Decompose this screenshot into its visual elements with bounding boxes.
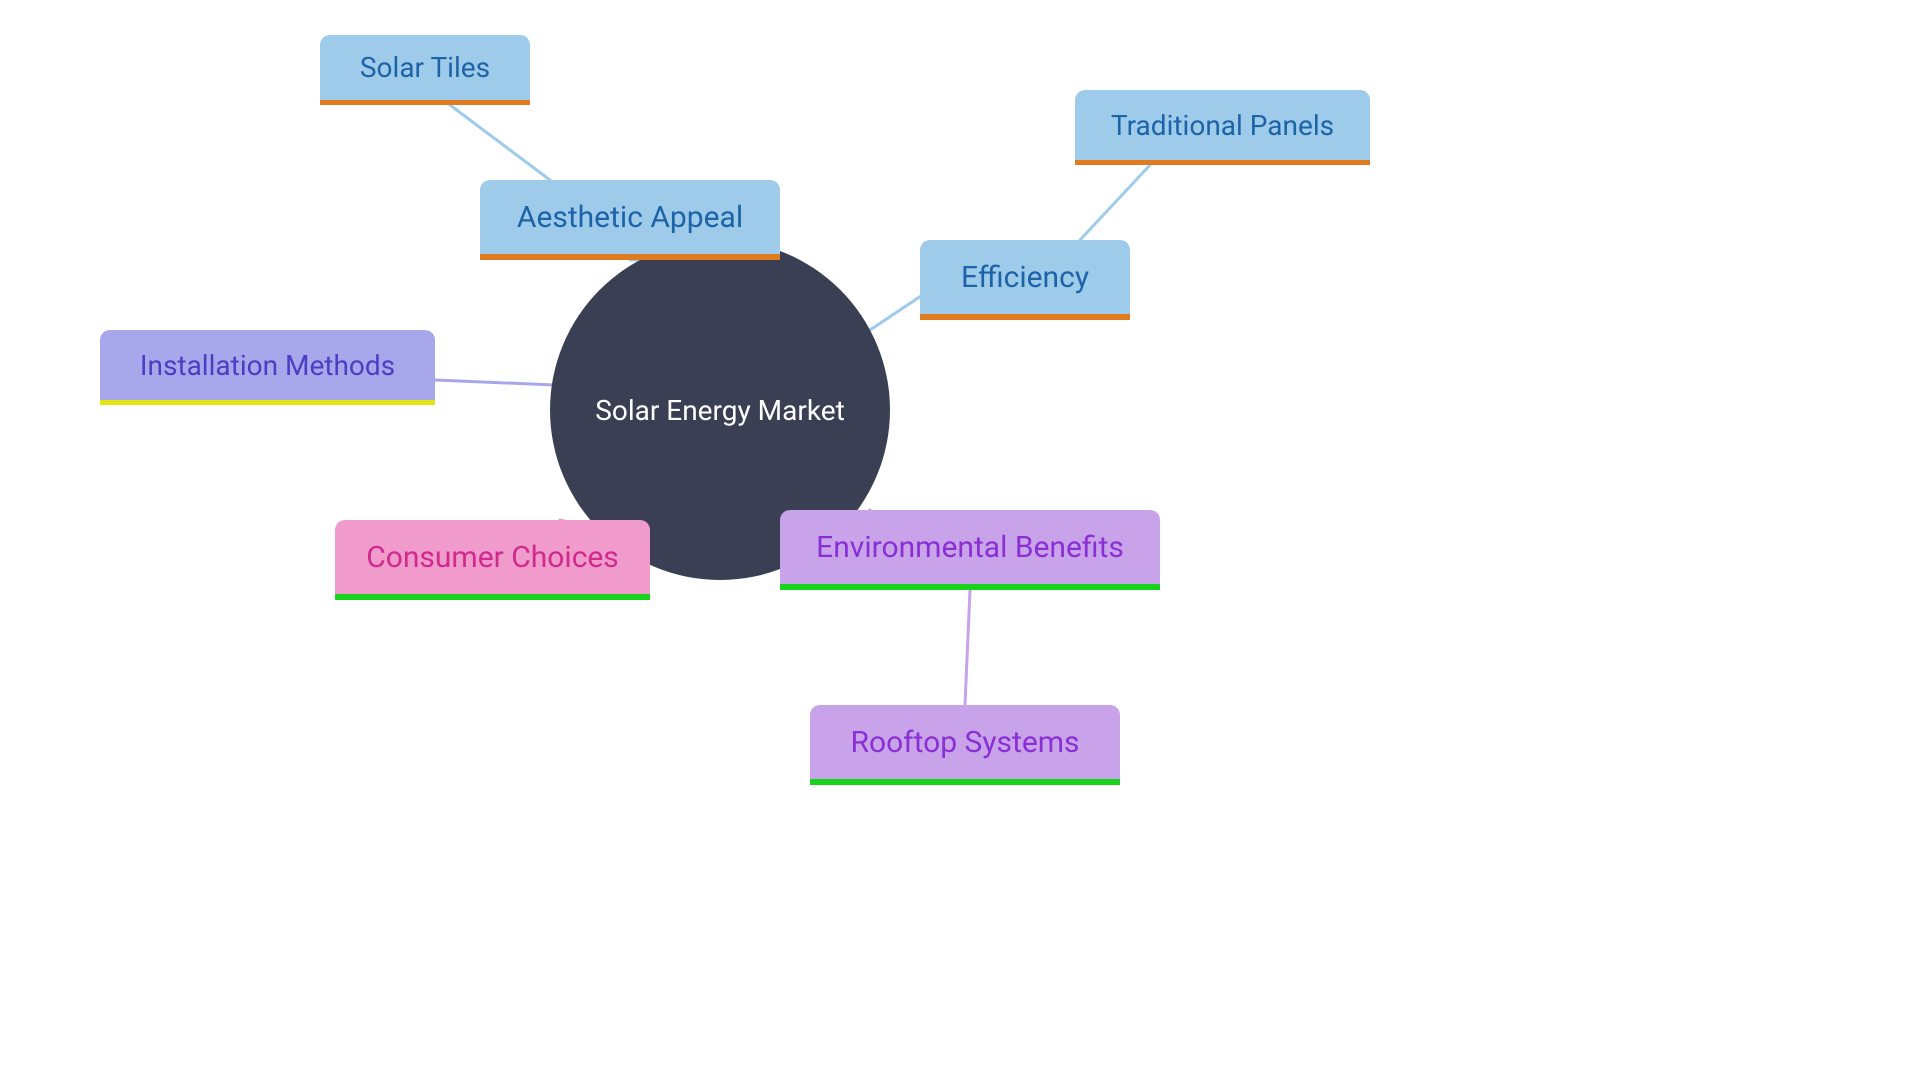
- node-environmental-benefits: Environmental Benefits: [780, 510, 1160, 590]
- node-label: Consumer Choices: [366, 540, 619, 575]
- mindmap-canvas: Solar Energy Market Solar Tiles Aestheti…: [0, 0, 1920, 1080]
- node-label: Efficiency: [961, 260, 1089, 295]
- node-traditional-panels: Traditional Panels: [1075, 90, 1370, 165]
- node-label: Rooftop Systems: [850, 725, 1079, 760]
- node-label: Aesthetic Appeal: [517, 200, 743, 235]
- node-aesthetic-appeal: Aesthetic Appeal: [480, 180, 780, 260]
- node-label: Traditional Panels: [1111, 109, 1334, 142]
- node-label: Environmental Benefits: [816, 530, 1124, 565]
- node-consumer-choices: Consumer Choices: [335, 520, 650, 600]
- node-solar-tiles: Solar Tiles: [320, 35, 530, 105]
- node-efficiency: Efficiency: [920, 240, 1130, 320]
- node-label: Solar Tiles: [360, 51, 490, 84]
- node-label: Installation Methods: [140, 349, 395, 382]
- node-installation-methods: Installation Methods: [100, 330, 435, 405]
- node-rooftop-systems: Rooftop Systems: [810, 705, 1120, 785]
- center-label: Solar Energy Market: [595, 394, 845, 427]
